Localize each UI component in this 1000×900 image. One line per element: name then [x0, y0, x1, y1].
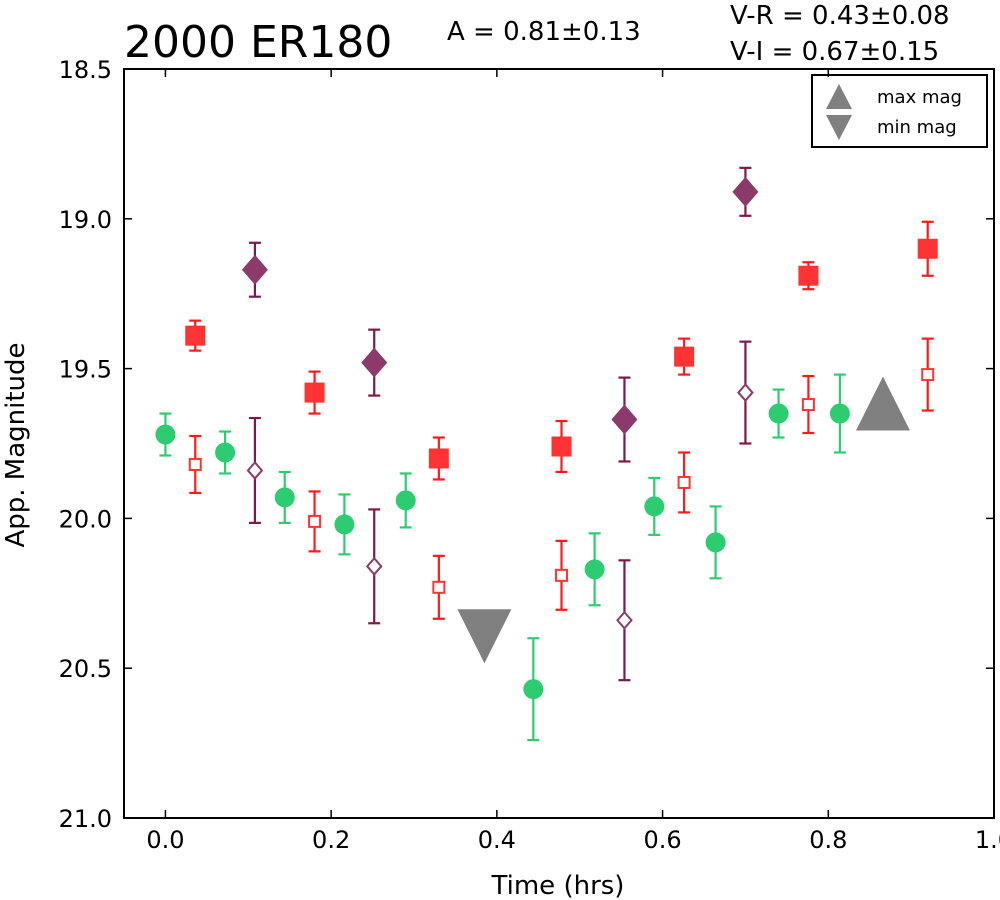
data-point-diamond: [361, 347, 388, 378]
series-diamond: [241, 166, 759, 463]
legend-label: min mag: [877, 117, 957, 138]
legend: max mag min mag: [811, 74, 988, 148]
y-tick-label: 18.5: [59, 56, 112, 84]
data-point-square: [551, 436, 572, 457]
data-point-circle: [334, 514, 355, 535]
data-point-square-open: [308, 514, 322, 528]
data-point-diamond-open: [365, 556, 383, 576]
data-point-circle: [705, 532, 726, 553]
data-point-square: [304, 382, 325, 403]
data-point-diamond: [611, 404, 638, 435]
max-mag-marker: [855, 376, 910, 431]
data-point-circle: [829, 403, 850, 424]
y-tick-label: 21.0: [59, 805, 112, 833]
x-tick-label: 0.0: [146, 826, 184, 854]
data-point-circle: [155, 424, 176, 445]
series-diamond-open: [246, 340, 754, 682]
legend-triangle-up-icon: [826, 84, 852, 109]
data-point-circle: [584, 559, 605, 580]
data-point-square-open: [188, 457, 202, 471]
plot-layer: [155, 166, 938, 742]
data-point-square: [798, 265, 819, 286]
series-circle: [155, 373, 850, 742]
data-point-circle: [523, 679, 544, 700]
data-point-diamond-open: [616, 610, 633, 630]
data-point-square: [917, 238, 938, 259]
x-tick-label: 0.8: [809, 826, 847, 854]
data-point-square-open: [801, 398, 815, 412]
plot-frame: [123, 68, 995, 819]
data-point-circle: [215, 442, 236, 463]
data-point-square-open: [554, 568, 568, 582]
series-square: [185, 220, 938, 481]
chart-title: 2000 ER180: [124, 17, 392, 68]
data-point-diamond: [732, 176, 759, 207]
min-mag-marker: [457, 609, 512, 664]
y-axis-label: App. Magnitude: [1, 342, 31, 547]
color-index-vr: V-R = 0.43±0.08: [730, 1, 950, 31]
data-point-circle: [768, 403, 789, 424]
amplitude-text: A = 0.81±0.13: [447, 17, 641, 47]
data-point-diamond-open: [246, 460, 264, 480]
data-point-square: [185, 325, 206, 346]
data-point-square: [428, 448, 449, 469]
x-tick-label: 0.2: [312, 826, 350, 854]
data-point-square-open: [677, 475, 691, 489]
data-point-diamond: [241, 254, 268, 285]
y-tick-label: 19.0: [59, 206, 112, 234]
x-tick-label: 1.0: [975, 826, 1000, 854]
data-point-circle: [395, 490, 416, 511]
x-axis-label: Time (hrs): [491, 871, 625, 900]
data-point-circle: [274, 487, 295, 508]
legend-label: max mag: [877, 87, 962, 108]
y-tick-label: 19.5: [59, 356, 112, 384]
color-index-vi: V-I = 0.67±0.15: [730, 37, 939, 67]
data-point-circle: [644, 496, 665, 517]
legend-triangle-down-icon: [826, 115, 852, 140]
data-point-square: [674, 346, 695, 367]
series-square-open: [188, 337, 935, 620]
data-point-diamond-open: [737, 383, 754, 403]
y-tick-label: 20.0: [59, 505, 112, 533]
data-point-square-open: [921, 368, 935, 382]
data-point-square-open: [432, 580, 446, 594]
y-tick-label: 20.5: [59, 655, 112, 683]
x-tick-label: 0.4: [478, 826, 516, 854]
x-tick-label: 0.6: [643, 826, 681, 854]
